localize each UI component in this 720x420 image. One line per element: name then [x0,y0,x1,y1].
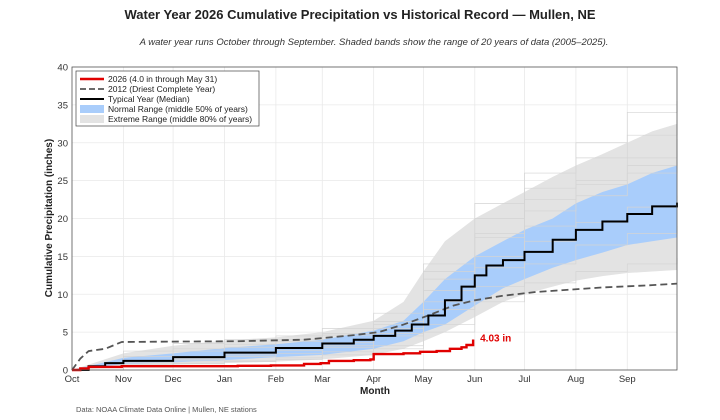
median-line [72,202,678,371]
plot-frame [71,66,678,371]
data-source-footer: Data: NOAA Climate Data Online | Mullen,… [76,405,257,414]
y-tick-label: 10 [57,290,68,301]
y-axis-label: Cumulative Precipitation (inches) [44,139,55,297]
historical-year-line [72,257,678,371]
y-tick-label: 25 [57,176,68,187]
chart-title: Water Year 2026 Cumulative Precipitation… [124,7,595,22]
historical-year-line [72,138,678,371]
x-tick-label: Sep [619,374,636,385]
current-total-annotation: 4.03 in [480,334,511,345]
series-lines [71,202,678,372]
x-tick-label: Dec [165,374,182,385]
x-tick-label: Aug [567,374,584,385]
x-tick-label: Jul [518,374,530,385]
x-tick-label: Feb [268,374,284,385]
axis-ticks: 0 5 10 15 20 25 30 35 40 Oct Nov Dec Jan Feb Mar Apr May… [57,63,635,386]
y-tick-label: 35 [57,100,68,111]
legend-label-current: 2026 (4.0 in through May 31) [108,74,217,84]
historical-year-line [72,101,678,371]
x-tick-label: May [414,374,432,385]
legend-box [75,70,260,127]
y-tick-label: 30 [57,138,68,149]
x-tick-label: Jun [467,374,482,385]
chart-subtitle: A water year runs October through Septem… [139,37,609,48]
legend: 2026 (4.0 in through May 31) 2012 (Dries… [75,70,260,127]
x-tick-label: Mar [314,374,330,385]
x-tick-label: Nov [115,374,132,385]
current-year-line [72,339,475,372]
x-tick-label: Oct [65,374,80,385]
y-tick-label: 15 [57,252,68,263]
legend-label-extreme: Extreme Range (middle 80% of years) [108,114,252,124]
legend-label-median: Typical Year (Median) [108,94,190,104]
x-tick-label: Jan [217,374,232,385]
driest-year-line [71,282,678,371]
y-tick-label: 40 [57,63,68,74]
y-tick-label: 5 [63,328,68,339]
legend-swatch-normal [80,105,104,113]
legend-swatch-extreme [80,115,104,123]
legend-label-driest: 2012 (Driest Complete Year) [108,84,215,94]
historical-year-lines [72,101,678,371]
x-tick-label: Apr [366,374,381,385]
y-tick-label: 0 [63,366,68,377]
x-axis-label: Month [360,386,390,397]
y-tick-label: 20 [57,214,68,225]
legend-label-normal: Normal Range (middle 50% of years) [108,104,248,114]
range-bands [72,123,677,370]
